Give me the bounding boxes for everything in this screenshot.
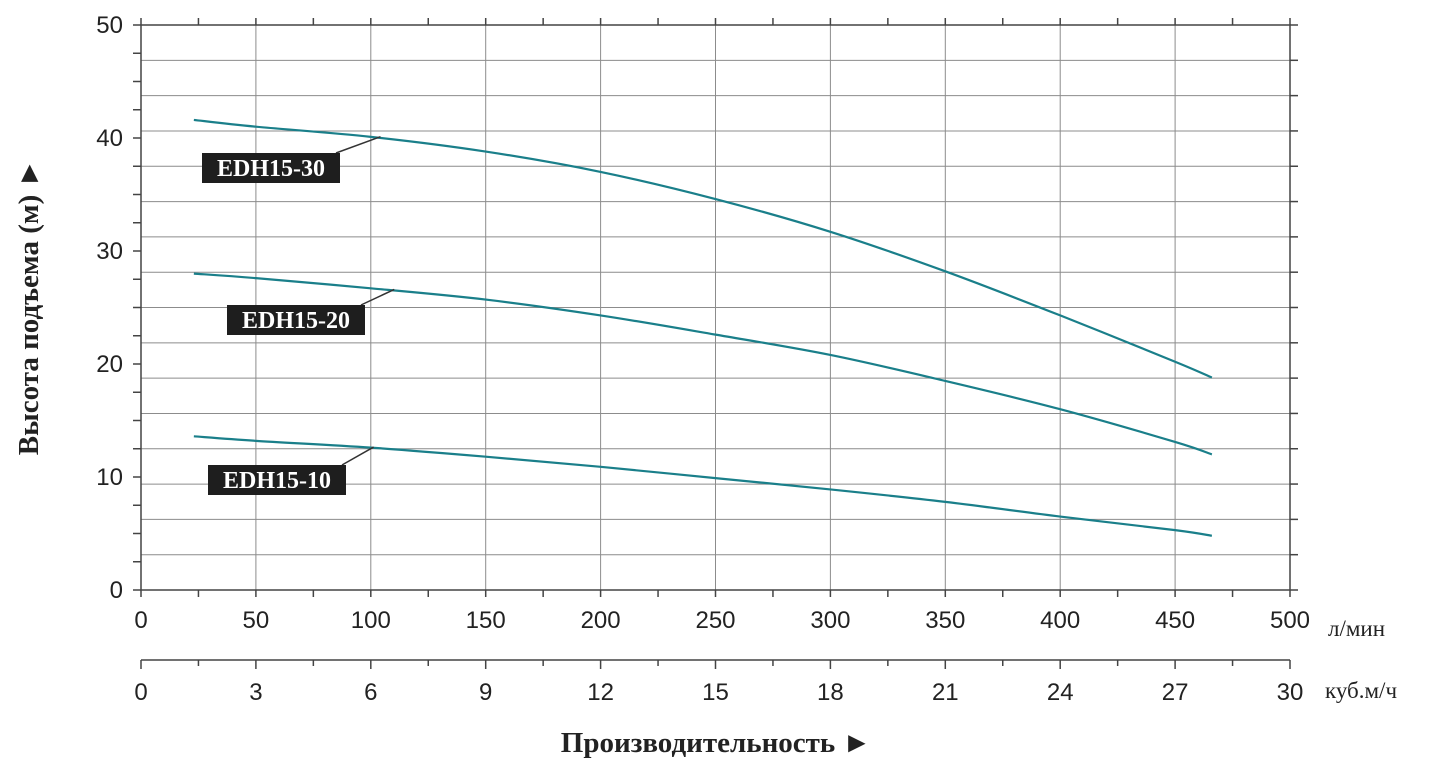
series-tag-label: EDH15-30	[217, 156, 325, 182]
x2-tick-label: 12	[587, 679, 614, 706]
x2-tick-label: 6	[364, 679, 377, 706]
y-tick-label: 0	[110, 577, 123, 604]
major-gridlines	[255, 25, 1176, 590]
x2-unit-label: куб.м/ч	[1325, 678, 1397, 703]
x-tick-label: 100	[351, 607, 391, 634]
series-tag-leader	[335, 135, 381, 154]
y-tick-label: 10	[96, 464, 123, 491]
series-tag-label: EDH15-10	[223, 468, 331, 494]
y-tick-label: 30	[96, 238, 123, 265]
x-tick-label: 500	[1270, 607, 1310, 634]
x2-tick-label: 18	[817, 679, 844, 706]
series-tag-box	[202, 153, 340, 183]
y-tick-label: 20	[96, 351, 123, 378]
y-tick-labels: 0 10 20 30 40 50	[96, 12, 123, 604]
series-line	[193, 118, 1213, 379]
x2-tick-label: 0	[134, 679, 147, 706]
x-unit-label: л/мин	[1328, 616, 1385, 641]
x-tick-label: 50	[243, 607, 270, 634]
y-axis-title: Высота подъема (м) ►	[13, 159, 45, 455]
series-tag-box	[227, 305, 365, 335]
series-tag: EDH15-20	[227, 288, 395, 335]
y-tick-label: 50	[96, 12, 123, 39]
series-tag-leader	[360, 288, 395, 306]
series-line	[193, 435, 1213, 537]
series-tag-box	[208, 465, 346, 495]
x-axis-flow-m3h: 0 3 6 9 12 15 18 21 24 27 30 куб.м/ч	[134, 659, 1397, 706]
x2-tick-label: 21	[932, 679, 959, 706]
y-tick-label: 40	[96, 125, 123, 152]
x2-tick-label: 9	[479, 679, 492, 706]
x-tick-label: 450	[1155, 607, 1195, 634]
series-tag: EDH15-10	[208, 446, 374, 495]
series-lines	[193, 118, 1213, 537]
x2-tick-label: 24	[1047, 679, 1074, 706]
series-line	[193, 272, 1213, 456]
x-tick-label: 400	[1040, 607, 1080, 634]
x-tick-label: 300	[810, 607, 850, 634]
x-tick-label: 350	[925, 607, 965, 634]
x2-tick-label: 3	[249, 679, 262, 706]
x-tick-label: 0	[134, 607, 147, 634]
x2-tick-label: 15	[702, 679, 729, 706]
x2-tick-label: 30	[1277, 679, 1304, 706]
series-tags: EDH15-30 EDH15-20 EDH15-10	[202, 135, 395, 495]
x-tick-label: 150	[466, 607, 506, 634]
series-tag-label: EDH15-20	[242, 308, 350, 334]
x-axis-flow-lpm: 0 50 100 150 200 250 300 350 400 450 500 л/мин	[134, 607, 1385, 641]
axis-ticks	[133, 18, 1298, 597]
x-tick-label: 200	[581, 607, 621, 634]
series-tag-leader	[341, 446, 374, 466]
x-axis-title: Производительность ►	[561, 727, 871, 759]
x2-tick-label: 27	[1162, 679, 1189, 706]
x-tick-label: 250	[695, 607, 735, 634]
series-tag: EDH15-30	[202, 135, 381, 183]
